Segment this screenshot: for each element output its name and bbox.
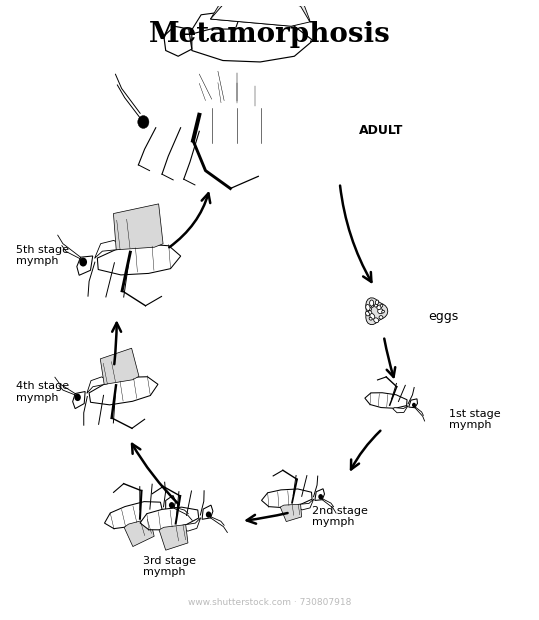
Polygon shape [94,241,123,259]
Polygon shape [366,298,388,325]
Polygon shape [73,392,85,409]
Ellipse shape [370,314,375,319]
Polygon shape [140,507,199,530]
Ellipse shape [369,317,372,320]
Text: Metamorphosis: Metamorphosis [149,22,390,48]
Polygon shape [210,0,310,26]
Text: ADULT: ADULT [360,124,404,137]
Polygon shape [393,405,408,413]
Text: 5th stage
mymph: 5th stage mymph [16,244,69,266]
Ellipse shape [369,307,371,311]
Ellipse shape [380,304,383,308]
Polygon shape [261,489,312,508]
Polygon shape [315,489,324,500]
Polygon shape [296,499,314,510]
Polygon shape [89,377,158,405]
Polygon shape [181,518,201,531]
Polygon shape [202,505,213,520]
Text: eggs: eggs [428,309,458,322]
Ellipse shape [371,304,374,308]
Polygon shape [280,504,302,521]
Ellipse shape [365,311,369,316]
Polygon shape [100,348,139,384]
Polygon shape [210,0,310,26]
Circle shape [412,403,416,407]
Circle shape [206,512,211,518]
Ellipse shape [378,309,383,314]
Polygon shape [192,17,313,62]
Text: 1st stage
mymph: 1st stage mymph [449,409,501,430]
Text: 2nd stage
mymph: 2nd stage mymph [312,506,368,528]
Polygon shape [124,518,154,547]
Ellipse shape [382,311,384,313]
Circle shape [79,257,87,267]
Circle shape [74,394,81,401]
Polygon shape [159,525,188,550]
Text: 3rd stage
mymph: 3rd stage mymph [143,556,196,577]
Ellipse shape [368,311,372,316]
Polygon shape [87,377,110,393]
Ellipse shape [377,305,382,309]
Circle shape [169,502,175,508]
Polygon shape [164,26,192,56]
Ellipse shape [374,318,379,322]
Ellipse shape [370,300,374,306]
Polygon shape [77,256,93,275]
Polygon shape [409,399,418,408]
Text: 4th stage
mymph: 4th stage mymph [16,381,69,403]
Polygon shape [189,12,238,35]
Text: www.shutterstock.com · 730807918: www.shutterstock.com · 730807918 [188,598,351,606]
Polygon shape [113,204,163,250]
Polygon shape [98,244,181,275]
Polygon shape [365,392,407,409]
Ellipse shape [366,304,370,311]
Polygon shape [105,502,162,529]
Ellipse shape [379,316,383,319]
Ellipse shape [375,303,378,307]
Polygon shape [165,495,176,511]
Circle shape [138,115,149,128]
Ellipse shape [375,300,379,304]
Polygon shape [146,510,164,525]
Circle shape [319,494,323,500]
